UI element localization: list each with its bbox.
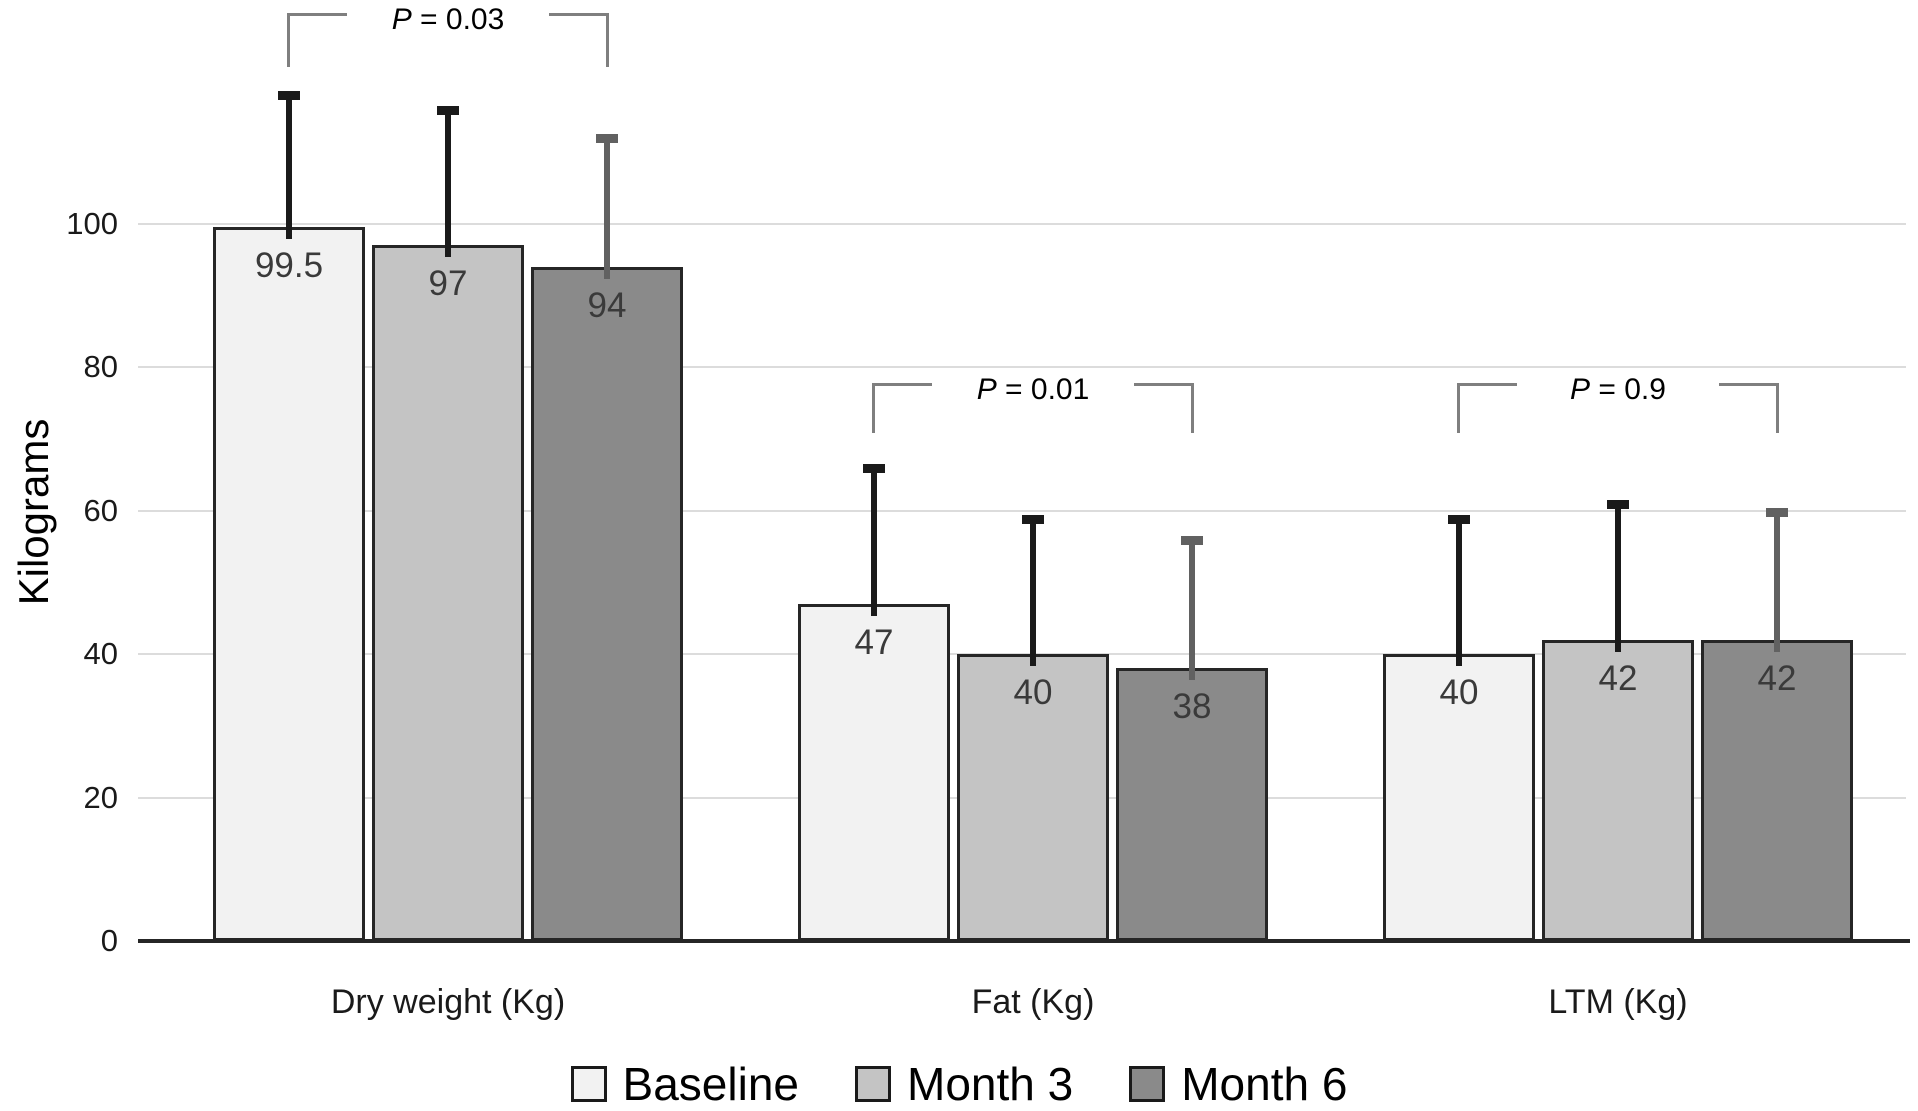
significance-bracket-right-drop	[1191, 383, 1194, 433]
error-bar	[1615, 503, 1621, 652]
p-value-label: P = 0.9	[1468, 371, 1768, 409]
significance-bracket-left-drop	[287, 13, 290, 67]
error-bar	[871, 467, 877, 616]
error-bar	[1030, 517, 1036, 666]
y-tick-label: 60	[83, 492, 118, 528]
error-bar-cap	[1181, 536, 1203, 546]
category-label: LTM (Kg)	[1548, 983, 1688, 1021]
y-tick-label: 100	[66, 205, 118, 241]
error-bar-cap	[863, 464, 885, 474]
p-value-letter: P	[391, 3, 412, 36]
error-bar	[445, 108, 451, 257]
p-value-letter: P	[1570, 373, 1591, 406]
significance-bracket-left-drop	[1457, 383, 1460, 433]
legend-label: Month 3	[907, 1058, 1074, 1110]
y-tick-label: 80	[83, 349, 118, 384]
bar-value-label: 97	[428, 264, 468, 304]
bar-value-label: 42	[1757, 658, 1797, 698]
error-bar-cap	[1607, 500, 1629, 510]
bar	[213, 227, 365, 941]
legend-label: Month 6	[1181, 1058, 1348, 1110]
significance-bracket-left-arm	[872, 383, 932, 386]
bar-value-label: 94	[587, 285, 627, 325]
p-value-text: = 0.03	[411, 3, 505, 36]
error-bar-cap	[437, 105, 459, 115]
legend-label: Baseline	[622, 1058, 799, 1110]
significance-bracket-right-arm	[1134, 383, 1194, 386]
error-bar	[604, 137, 610, 279]
significance-bracket-left-arm	[1457, 383, 1517, 386]
y-tick-label: 20	[83, 779, 118, 815]
x-axis-line	[138, 939, 1910, 943]
p-value-text: = 0.01	[996, 373, 1090, 406]
p-value-label: P = 0.03	[298, 1, 598, 39]
error-bar-cap	[596, 134, 618, 144]
bar-value-label: 40	[1013, 673, 1053, 712]
significance-bracket-right-drop	[1776, 383, 1779, 433]
p-value-label: P = 0.01	[883, 371, 1183, 409]
error-bar-cap	[1766, 507, 1788, 517]
significance-bracket-left-arm	[287, 13, 347, 16]
grid-line	[138, 222, 1906, 225]
bar	[531, 266, 683, 941]
bar	[957, 654, 1109, 941]
bar	[372, 245, 524, 941]
y-tick-label: 0	[100, 923, 118, 958]
significance-bracket-right-arm	[1719, 383, 1779, 386]
error-bar-cap	[1022, 514, 1044, 524]
bar-value-label: 47	[854, 622, 894, 662]
legend-swatch	[570, 1066, 607, 1102]
error-bar	[286, 94, 292, 240]
p-value-letter: P	[976, 373, 997, 406]
bar-value-label: 99.5	[254, 246, 324, 286]
legend-swatch	[855, 1066, 891, 1102]
error-bar-cap	[278, 91, 300, 101]
bar-value-label: 42	[1598, 658, 1638, 698]
legend-item: Month 3	[855, 1057, 1073, 1111]
significance-bracket-left-drop	[872, 383, 875, 433]
bar-value-label: 40	[1439, 673, 1479, 712]
p-value-text: = 0.9	[1590, 373, 1666, 406]
legend: Baseline Month 3 Month 6	[0, 1056, 1918, 1111]
error-bar	[1774, 510, 1780, 652]
grid-line	[138, 509, 1906, 512]
legend-swatch	[1129, 1066, 1166, 1102]
error-bar-cap	[1448, 514, 1470, 524]
category-label: Dry weight (Kg)	[330, 983, 566, 1021]
significance-bracket-right-drop	[606, 13, 609, 67]
error-bar	[1189, 539, 1195, 681]
significance-bracket-right-arm	[549, 13, 609, 16]
y-tick-label: 40	[83, 636, 118, 671]
category-label: Fat (Kg)	[971, 983, 1095, 1021]
grid-line	[138, 366, 1906, 368]
legend-item: Baseline	[570, 1057, 799, 1111]
error-bar	[1456, 517, 1462, 666]
bar-value-label: 38	[1172, 687, 1212, 727]
legend-item: Month 6	[1129, 1057, 1347, 1111]
